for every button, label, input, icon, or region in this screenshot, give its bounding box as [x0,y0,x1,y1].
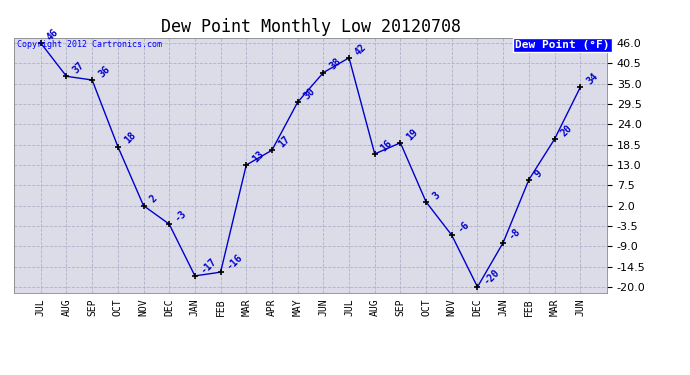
Text: -6: -6 [456,219,471,234]
Text: 37: 37 [70,60,86,75]
Text: 19: 19 [404,127,420,142]
Text: 2: 2 [148,194,159,205]
Text: -20: -20 [482,267,501,286]
Text: 18: 18 [122,130,137,146]
Text: 20: 20 [559,123,574,138]
Text: 30: 30 [302,86,317,101]
Text: Copyright 2012 Cartronics.com: Copyright 2012 Cartronics.com [17,40,161,49]
Text: Dew Point (°F): Dew Point (°F) [515,40,610,50]
Text: 3: 3 [431,190,442,201]
Text: 13: 13 [250,149,266,164]
Text: 36: 36 [97,64,112,79]
Text: 17: 17 [276,134,291,150]
Text: 9: 9 [533,168,544,179]
Text: -17: -17 [199,255,219,275]
Text: 38: 38 [328,57,343,72]
Title: Dew Point Monthly Low 20120708: Dew Point Monthly Low 20120708 [161,18,460,36]
Text: -8: -8 [507,226,523,242]
Text: 34: 34 [584,71,600,87]
Text: 42: 42 [353,42,368,57]
Text: 16: 16 [379,138,394,153]
Text: -16: -16 [225,252,244,272]
Text: -3: -3 [173,208,189,224]
Text: 46: 46 [45,27,60,42]
